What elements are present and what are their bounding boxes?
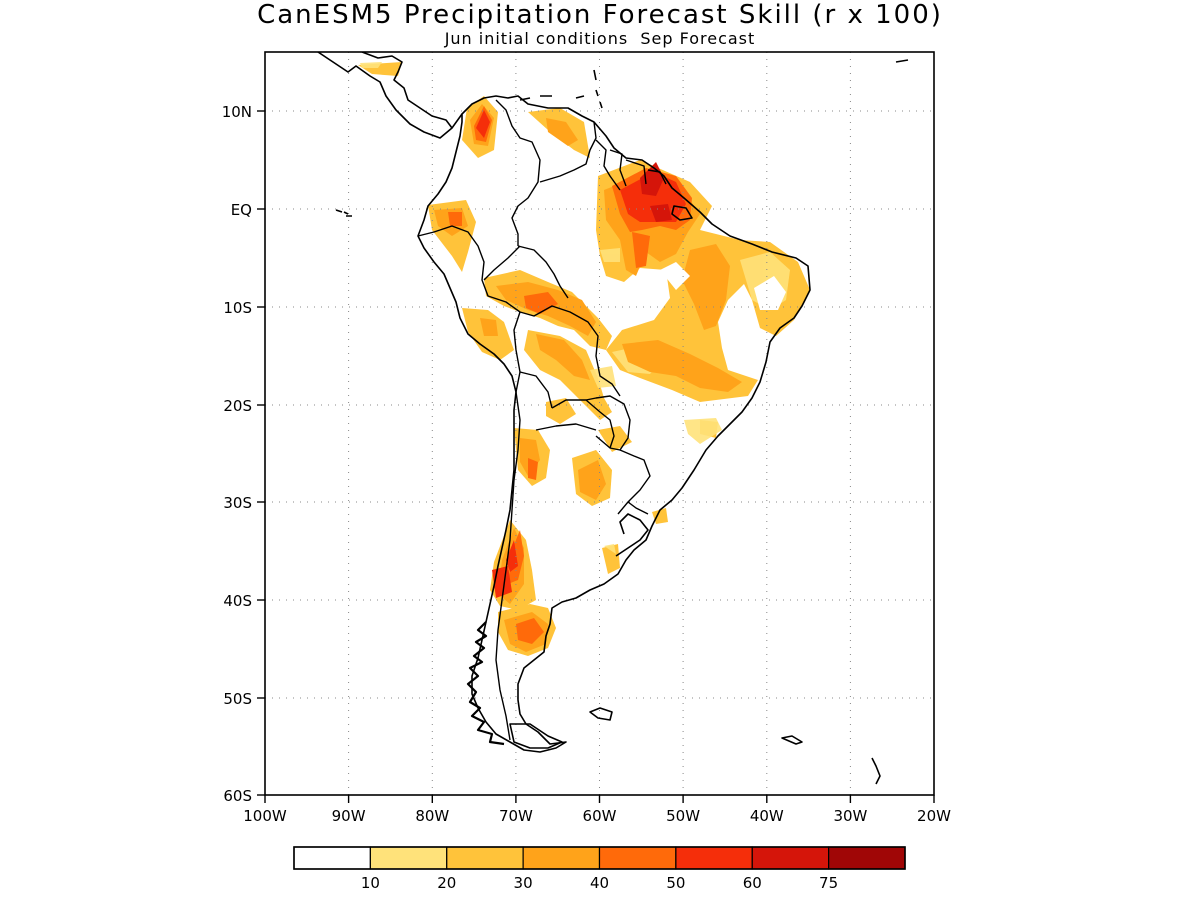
lon-label-50w: 50W — [666, 807, 700, 825]
lat-label-50s: 50S — [223, 690, 252, 708]
galapagos — [335, 209, 352, 217]
lon-labels: 100W 90W 80W 70W 60W 50W 40W 30W 20W — [243, 807, 951, 825]
lat-label-60s: 60S — [223, 787, 252, 805]
gridlines — [265, 52, 934, 795]
central-america-north-coast — [361, 52, 453, 129]
colorbar-swatch — [522, 846, 601, 870]
lon-label-90w: 90W — [332, 807, 366, 825]
colorbar-swatch — [446, 846, 524, 870]
lon-label-30w: 30W — [833, 807, 867, 825]
central-america-coast — [317, 52, 463, 139]
colorbar-swatch — [598, 846, 677, 870]
colorbar-label-20: 20 — [437, 874, 456, 892]
lon-label-100w: 100W — [243, 807, 287, 825]
colorbar-labels: 10 20 30 40 50 60 75 — [361, 874, 838, 892]
fjords — [466, 621, 505, 746]
south-america-coast — [417, 95, 811, 753]
lon-label-20w: 20W — [917, 807, 951, 825]
country-borders — [417, 99, 667, 741]
atlantic-islands-north — [895, 59, 909, 63]
south-georgia — [781, 735, 803, 745]
coastlines — [317, 52, 909, 785]
colorbar-swatch — [293, 846, 371, 870]
colorbar-swatch — [675, 846, 753, 870]
colorbar-label-60: 60 — [743, 874, 762, 892]
colorbar-swatch — [828, 846, 906, 870]
tierra-del-fuego — [509, 723, 563, 749]
colorbar-label-10: 10 — [361, 874, 380, 892]
colorbar-label-50: 50 — [666, 874, 685, 892]
map-subtitle: Jun initial conditions Sep Forecast — [444, 29, 756, 48]
lat-label-40s: 40S — [223, 592, 252, 610]
colorbar-swatch — [751, 846, 830, 870]
south-sandwich-islands — [871, 757, 881, 785]
lat-label-10n: 10N — [222, 103, 252, 121]
skill-holes — [660, 262, 786, 326]
marajo-island — [671, 205, 693, 221]
map-title: CanESM5 Precipitation Forecast Skill (r … — [257, 0, 943, 30]
lon-label-60w: 60W — [583, 807, 617, 825]
lon-label-40w: 40W — [750, 807, 784, 825]
colorbar-frame — [293, 846, 906, 870]
lon-label-70w: 70W — [499, 807, 533, 825]
lon-label-80w: 80W — [415, 807, 449, 825]
colorbar: 10 20 30 40 50 60 75 — [293, 846, 906, 892]
lat-label-10s: 10S — [223, 299, 252, 317]
uruguay-coast — [615, 513, 649, 557]
lat-labels: 10N EQ 10S 20S 30S 40S 50S 60S — [222, 103, 252, 805]
lat-label-20s: 20S — [223, 397, 252, 415]
colorbar-swatch — [369, 846, 448, 870]
caribbean-islands — [519, 69, 603, 109]
lat-label-30s: 30S — [223, 494, 252, 512]
colorbar-label-30: 30 — [514, 874, 533, 892]
colorbar-swatches — [293, 846, 906, 870]
tick-marks — [257, 110, 935, 803]
skill-shading — [358, 62, 810, 656]
colorbar-label-75: 75 — [819, 874, 838, 892]
colorbar-label-40: 40 — [590, 874, 609, 892]
falklands — [589, 707, 613, 721]
lat-label-eq: EQ — [231, 201, 252, 219]
